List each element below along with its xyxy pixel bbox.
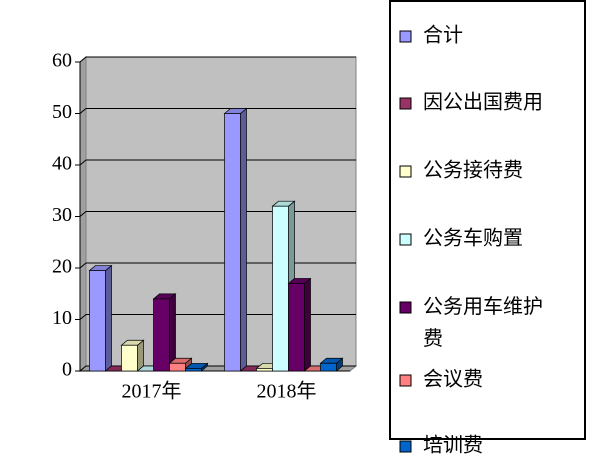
bar-front [169, 362, 186, 372]
bar-side [105, 264, 112, 372]
bar-front [272, 205, 289, 372]
y-tick-label: 50 [52, 101, 72, 123]
bar-side [240, 107, 247, 372]
bar-front [153, 298, 170, 372]
bar [287, 277, 312, 372]
grid-line [79, 262, 356, 269]
grid-line [79, 56, 356, 63]
legend-frame [389, 0, 586, 440]
bar-side [304, 277, 311, 372]
legend-swatch [399, 30, 412, 43]
legend-swatch [399, 440, 412, 453]
bar-front [185, 368, 202, 372]
grid-line [79, 314, 356, 320]
plot-area: 0 10 20 30 40 50 60 2017年 2018年 [52, 50, 358, 403]
legend-label: 培训费 [423, 434, 483, 456]
grid-line [79, 159, 356, 166]
y-tick-label: 60 [52, 50, 72, 72]
y-tick-label: 30 [52, 204, 72, 226]
legend-label: 因公出国费用 [423, 91, 543, 114]
bar [319, 357, 344, 372]
bar [184, 362, 209, 372]
y-tick-label: 20 [52, 256, 72, 278]
bar-front [320, 362, 337, 372]
legend-swatch [399, 233, 412, 246]
grid-line [79, 211, 356, 217]
legend-swatch [399, 374, 412, 387]
x-tick-label: 2017年 [122, 380, 182, 403]
bar-front [89, 270, 106, 372]
bar [152, 293, 177, 372]
bar-front [288, 283, 305, 372]
legend-label: 公务用车维护费 [423, 295, 543, 350]
grid-line [79, 108, 356, 114]
bar [88, 264, 113, 372]
legend-swatch [399, 165, 412, 178]
bar [223, 107, 248, 372]
legend-label: 合计 [423, 24, 463, 47]
legend-label: 公务车购置 [423, 227, 523, 250]
legend-label: 公务接待费 [423, 159, 523, 182]
y-tick-label: 0 [62, 359, 72, 381]
bar-front [121, 344, 138, 372]
bar [168, 357, 193, 372]
bar-front [224, 113, 241, 372]
legend-swatch [399, 97, 412, 110]
bar [120, 339, 145, 372]
y-tick-label: 10 [52, 307, 72, 329]
legend-swatch [399, 301, 412, 314]
x-tick-label: 2018年 [257, 380, 317, 403]
bar-front [256, 368, 273, 372]
legend-label: 会议费 [423, 368, 483, 391]
y-tick-label: 40 [52, 153, 72, 175]
